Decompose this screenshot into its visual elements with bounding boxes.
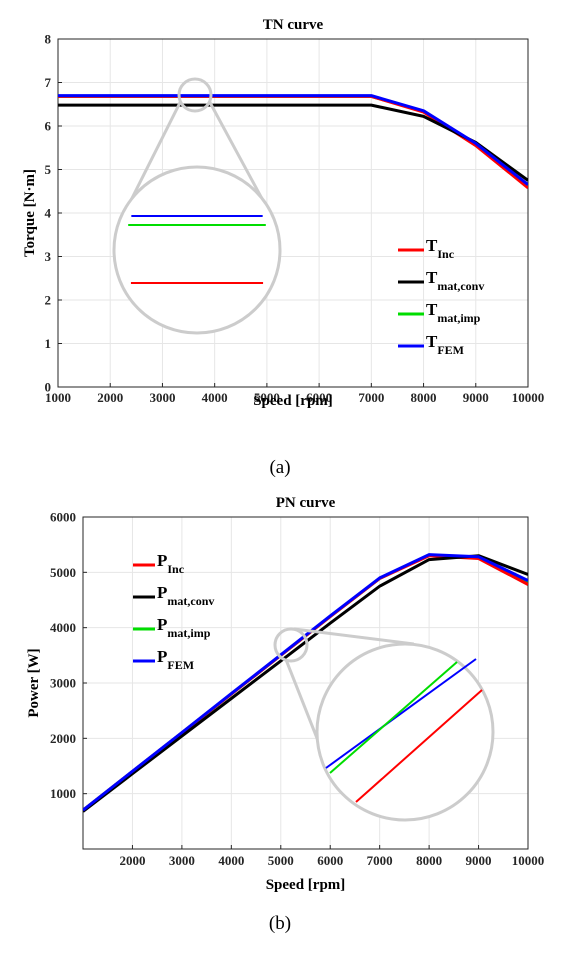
x-tick-label: 3000 bbox=[169, 853, 195, 868]
x-tick-label: 4000 bbox=[218, 853, 244, 868]
legend-label-sub: mat,conv bbox=[167, 594, 214, 608]
legend-label-main: T bbox=[426, 268, 438, 287]
x-tick-label: 7000 bbox=[358, 390, 384, 405]
legend-label-main: P bbox=[157, 615, 167, 634]
y-tick-label: 2 bbox=[45, 293, 52, 308]
x-tick-label: 6000 bbox=[306, 390, 332, 405]
y-tick-label: 6 bbox=[45, 119, 52, 134]
x-tick-label: 8000 bbox=[411, 390, 437, 405]
x-axis-label: Speed [rpm] bbox=[266, 877, 346, 893]
x-axis-label: Speed [rpm] bbox=[253, 393, 333, 409]
y-tick-label: 2000 bbox=[50, 731, 76, 746]
x-tick-label: 2000 bbox=[97, 390, 123, 405]
y-axis-label: Torque [N·m] bbox=[22, 169, 38, 257]
legend-label-main: P bbox=[157, 647, 167, 666]
x-tick-label: 5000 bbox=[254, 390, 280, 405]
zoom-inset bbox=[273, 627, 495, 822]
y-tick-label: 3000 bbox=[50, 676, 76, 691]
zoom-connector bbox=[127, 100, 182, 206]
x-tick-label: 3000 bbox=[149, 390, 175, 405]
zoom-source-circle bbox=[177, 77, 213, 113]
y-tick-label: 5 bbox=[45, 162, 52, 177]
legend-label: Pmat,conv bbox=[157, 583, 214, 608]
x-tick-label: 2000 bbox=[119, 853, 145, 868]
legend-label-sub: Inc bbox=[167, 562, 184, 576]
legend-label-main: T bbox=[426, 300, 438, 319]
x-tick-label: 9000 bbox=[463, 390, 489, 405]
legend-label-sub: FEM bbox=[167, 658, 194, 672]
legend-label-sub: FEM bbox=[437, 343, 464, 357]
y-tick-label: 4000 bbox=[50, 620, 76, 635]
x-tick-label: 10000 bbox=[512, 853, 545, 868]
legend-label-sub: mat,imp bbox=[167, 626, 210, 640]
y-tick-label: 1000 bbox=[50, 786, 76, 801]
legend-label: Tmat,conv bbox=[426, 268, 484, 293]
series-line-fem bbox=[58, 94, 528, 186]
legend-label-sub: mat,imp bbox=[437, 311, 480, 325]
x-tick-label: 4000 bbox=[202, 390, 228, 405]
legend-label-sub: mat,conv bbox=[437, 279, 484, 293]
x-tick-label: 1000 bbox=[45, 390, 71, 405]
y-axis-label: Power [W] bbox=[26, 648, 42, 717]
legend-label: TFEM bbox=[426, 332, 464, 357]
legend-label: TInc bbox=[426, 236, 455, 261]
x-tick-label: 10000 bbox=[512, 390, 545, 405]
y-tick-label: 4 bbox=[45, 206, 52, 221]
y-tick-label: 7 bbox=[45, 75, 52, 90]
legend-label-main: P bbox=[157, 583, 167, 602]
chart-2: 2000 3000 4000 5000 6000 7000 8000 9000 10000 100… bbox=[26, 495, 544, 934]
legend-label: Tmat,imp bbox=[426, 300, 481, 325]
y-tick-label: 0 bbox=[45, 380, 52, 395]
x-tick-label: 6000 bbox=[317, 853, 343, 868]
legend-label: Pmat,imp bbox=[157, 615, 211, 640]
figure-caption: (a) bbox=[269, 457, 290, 478]
series-line-matconv bbox=[58, 103, 528, 182]
zoom-line bbox=[325, 658, 477, 769]
y-tick-label: 8 bbox=[45, 32, 52, 47]
zoom-source-circle bbox=[273, 627, 309, 663]
zoom-connector bbox=[294, 627, 414, 646]
legend-label: PInc bbox=[157, 551, 185, 576]
chart-1: 1000 2000 3000 4000 5000 6000 7000 8000 9000 1000… bbox=[22, 17, 544, 478]
y-tick-label: 3 bbox=[45, 249, 52, 264]
axes-box bbox=[82, 516, 529, 850]
zoom-inset bbox=[112, 77, 282, 335]
axes-box bbox=[57, 38, 529, 388]
chart-title: PN curve bbox=[276, 495, 336, 511]
legend-label: PFEM bbox=[157, 647, 194, 672]
zoom-magnified-circle bbox=[315, 642, 495, 822]
legend-label-main: T bbox=[426, 332, 438, 351]
legend-label-main: P bbox=[157, 551, 167, 570]
figure-caption: (b) bbox=[269, 913, 291, 934]
x-tick-label: 7000 bbox=[367, 853, 393, 868]
x-tick-label: 5000 bbox=[268, 853, 294, 868]
legend-label-sub: Inc bbox=[437, 247, 454, 261]
legend-label-main: T bbox=[426, 236, 438, 255]
y-tick-label: 1 bbox=[45, 336, 52, 351]
zoom-connector bbox=[208, 100, 267, 206]
y-tick-label: 6000 bbox=[50, 510, 76, 525]
zoom-magnified-circle bbox=[112, 165, 282, 335]
zoom-line bbox=[329, 661, 458, 774]
zoom-line bbox=[355, 689, 483, 803]
x-tick-label: 9000 bbox=[466, 853, 492, 868]
chart-title: TN curve bbox=[263, 17, 324, 33]
y-tick-label: 5000 bbox=[50, 565, 76, 580]
x-tick-label: 8000 bbox=[416, 853, 442, 868]
series-group bbox=[58, 94, 528, 189]
